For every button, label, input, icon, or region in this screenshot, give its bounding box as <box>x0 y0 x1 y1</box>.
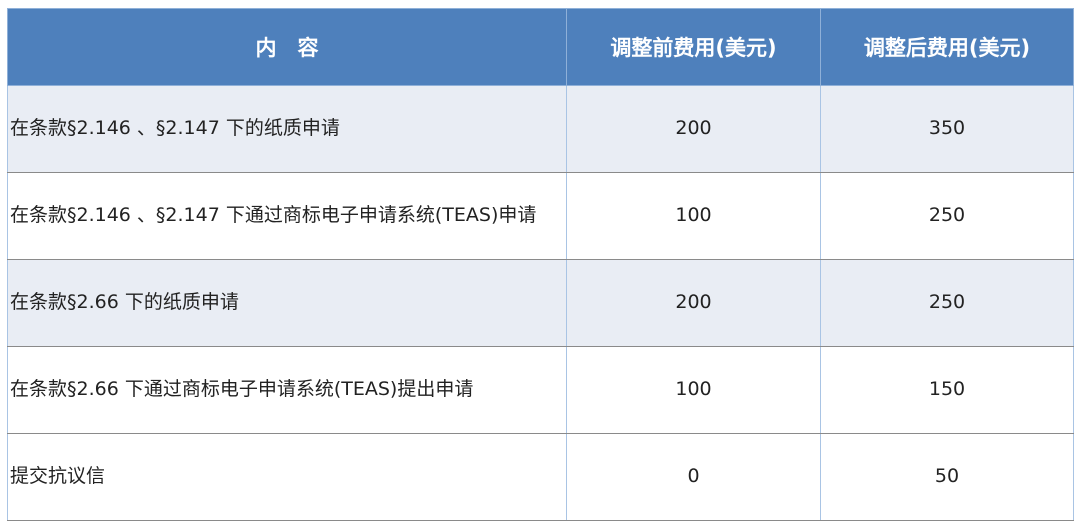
fee-table: 内 容调整前费用(美元) 调整后费用(美元) 在条款§2.146 、§2.147 … <box>7 8 1074 521</box>
fee-cell: 350 <box>820 85 1074 173</box>
table-row: 在条款§2.66 下通过商标电子申请系统(TEAS)提出申请 100 150 <box>7 346 1074 434</box>
table-body: 在条款§2.146 、§2.147 下的纸质申请 200 350 在条款§2.146 … <box>7 85 1074 521</box>
table-row: 在条款§2.146 、§2.147 下通过商标电子申请系统(TEAS)申请 100… <box>7 172 1074 260</box>
fee-cell: 100 <box>566 172 821 260</box>
fee-cell: 150 <box>820 346 1074 434</box>
item-cell: 在条款§2.146 、§2.147 下通过商标电子申请系统(TEAS)申请 <box>7 172 567 260</box>
item-cell: 在条款§2.146 、§2.147 下的纸质申请 <box>7 85 567 173</box>
table-row: 在条款§2.146 、§2.147 下的纸质申请 200 350 <box>7 85 1074 173</box>
item-cell: 在条款§2.66 下的纸质申请 <box>7 259 567 347</box>
fee-cell: 200 <box>566 85 821 173</box>
fee-cell: 0 <box>566 433 821 521</box>
table-header: 内 容调整前费用(美元) 调整后费用(美元) <box>7 8 1074 86</box>
header-cell: 内 容 <box>7 8 567 86</box>
fee-cell: 100 <box>566 346 821 434</box>
fee-cell: 250 <box>820 259 1074 347</box>
header-cell: 调整后费用(美元) <box>820 8 1074 86</box>
table-row: 在条款§2.66 下的纸质申请 200 250 <box>7 259 1074 347</box>
item-cell: 提交抗议信 <box>7 433 567 521</box>
item-cell: 在条款§2.66 下通过商标电子申请系统(TEAS)提出申请 <box>7 346 567 434</box>
fee-cell: 200 <box>566 259 821 347</box>
header-cell: 调整前费用(美元) <box>566 8 821 86</box>
fee-cell: 50 <box>820 433 1074 521</box>
header-row: 内 容调整前费用(美元) 调整后费用(美元) <box>7 8 1074 86</box>
fee-cell: 250 <box>820 172 1074 260</box>
table-row: 提交抗议信 0 50 <box>7 433 1074 521</box>
